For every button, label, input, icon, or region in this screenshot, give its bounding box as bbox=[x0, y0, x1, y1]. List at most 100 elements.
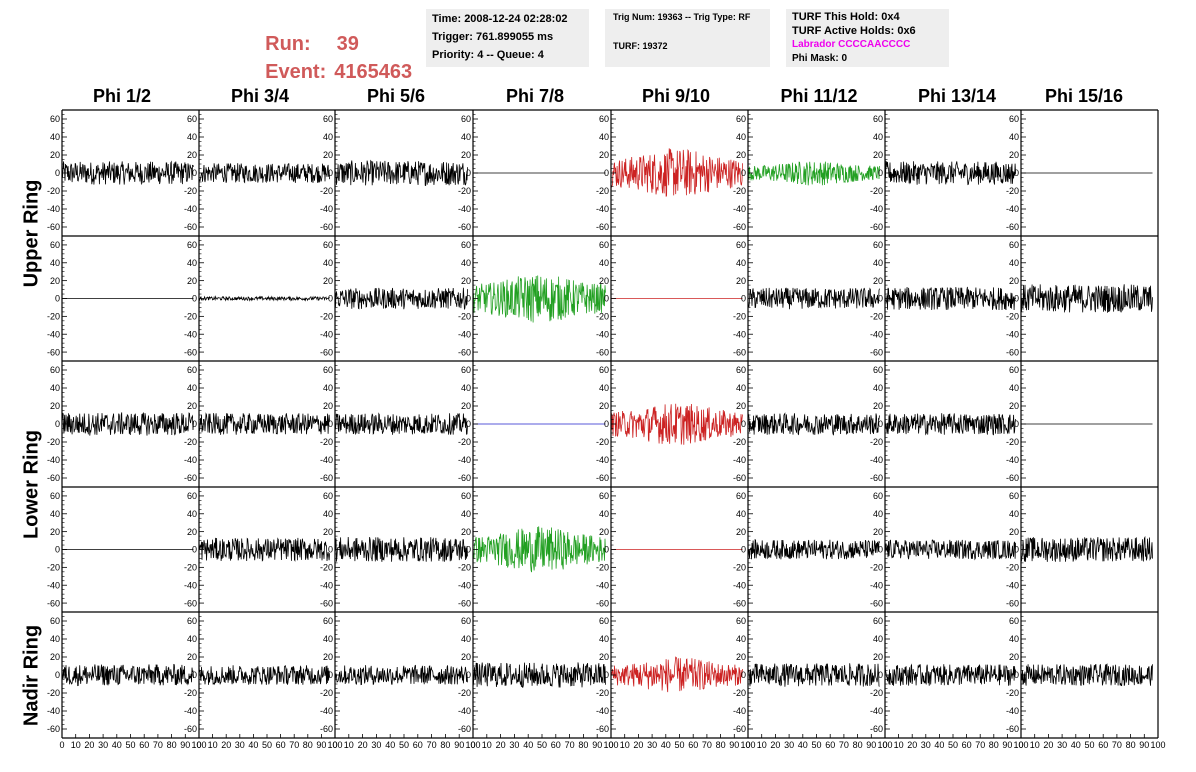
y-tick-label: -60 bbox=[1006, 724, 1019, 734]
y-tick-label: 0 bbox=[328, 545, 333, 555]
x-tick-label: 20 bbox=[907, 740, 917, 750]
y-tick-label: 40 bbox=[599, 383, 609, 393]
priority-text: Priority: 4 -- Queue: 4 bbox=[432, 49, 544, 61]
y-tick-label: 40 bbox=[323, 509, 333, 519]
y-tick-label: -20 bbox=[184, 186, 197, 196]
y-tick-label: 60 bbox=[736, 365, 746, 375]
x-tick-label: 60 bbox=[139, 740, 149, 750]
waveform-trace-r2-c4 bbox=[610, 403, 743, 445]
y-tick-label: -60 bbox=[458, 347, 471, 357]
waveform-trace-r0-c0 bbox=[61, 160, 194, 185]
y-tick-label: 60 bbox=[187, 616, 197, 626]
y-tick-label: 60 bbox=[50, 114, 60, 124]
y-tick-label: -20 bbox=[184, 312, 197, 322]
y-tick-label: 0 bbox=[466, 670, 471, 680]
x-tick-label: 0 bbox=[1018, 740, 1023, 750]
y-tick-label: -60 bbox=[870, 347, 883, 357]
column-header-phi-11-12: Phi 11/12 bbox=[780, 86, 858, 106]
y-tick-label: 40 bbox=[461, 509, 471, 519]
y-tick-label: -40 bbox=[458, 329, 471, 339]
y-tick-label: -60 bbox=[733, 222, 746, 232]
waveform-trace-r2-c5 bbox=[747, 412, 880, 436]
x-tick-label: 50 bbox=[125, 740, 135, 750]
y-tick-label: 20 bbox=[736, 276, 746, 286]
x-tick-label: 0 bbox=[745, 740, 750, 750]
y-tick-label: 20 bbox=[187, 652, 197, 662]
y-tick-label: 0 bbox=[604, 545, 609, 555]
x-tick-label: 70 bbox=[702, 740, 712, 750]
x-tick-label: 90 bbox=[454, 740, 464, 750]
waveform-trace-r1-c6 bbox=[884, 286, 1016, 311]
x-tick-label: 50 bbox=[399, 740, 409, 750]
y-tick-label: -40 bbox=[596, 580, 609, 590]
y-tick-label: 40 bbox=[187, 383, 197, 393]
y-tick-label: 40 bbox=[736, 634, 746, 644]
y-tick-label: -40 bbox=[184, 580, 197, 590]
x-tick-label: 100 bbox=[191, 740, 206, 750]
y-tick-label: -40 bbox=[870, 204, 883, 214]
y-tick-label: 20 bbox=[187, 401, 197, 411]
x-tick-label: 60 bbox=[551, 740, 561, 750]
y-tick-label: -20 bbox=[320, 312, 333, 322]
y-tick-label: 60 bbox=[599, 365, 609, 375]
y-tick-label: -60 bbox=[733, 473, 746, 483]
y-tick-label: 0 bbox=[741, 168, 746, 178]
x-tick-label: 70 bbox=[975, 740, 985, 750]
y-tick-label: -40 bbox=[320, 329, 333, 339]
y-tick-label: -40 bbox=[870, 455, 883, 465]
y-tick-label: 60 bbox=[1009, 616, 1019, 626]
waveform-trace-r4-c4 bbox=[610, 656, 743, 693]
x-tick-label: 70 bbox=[565, 740, 575, 750]
y-tick-label: 40 bbox=[1009, 258, 1019, 268]
y-tick-label: 40 bbox=[873, 634, 883, 644]
y-tick-label: 60 bbox=[599, 491, 609, 501]
y-tick-label: -60 bbox=[596, 598, 609, 608]
y-tick-label: -40 bbox=[47, 455, 60, 465]
y-tick-label: -40 bbox=[458, 580, 471, 590]
y-tick-label: 20 bbox=[599, 401, 609, 411]
y-tick-label: -40 bbox=[320, 204, 333, 214]
waveform-trace-r2-c1 bbox=[198, 412, 330, 435]
x-tick-label: 0 bbox=[196, 740, 201, 750]
trig-info-box: Trig Num: 19363 -- Trig Type: RF TURF: 1… bbox=[605, 9, 770, 67]
x-tick-label: 100 bbox=[877, 740, 892, 750]
x-tick-label: 90 bbox=[592, 740, 602, 750]
y-tick-label: -20 bbox=[184, 437, 197, 447]
y-tick-label: 0 bbox=[878, 670, 883, 680]
x-tick-label: 60 bbox=[825, 740, 835, 750]
y-tick-label: 0 bbox=[1014, 168, 1019, 178]
x-tick-label: 80 bbox=[989, 740, 999, 750]
x-tick-label: 20 bbox=[633, 740, 643, 750]
y-tick-label: -20 bbox=[320, 437, 333, 447]
y-tick-label: 0 bbox=[741, 419, 746, 429]
y-tick-label: -20 bbox=[870, 563, 883, 573]
y-tick-label: -60 bbox=[870, 222, 883, 232]
x-tick-label: 90 bbox=[1002, 740, 1012, 750]
waveform-trace-r4-c1 bbox=[198, 665, 330, 686]
y-tick-label: 60 bbox=[323, 491, 333, 501]
y-tick-label: -60 bbox=[47, 473, 60, 483]
y-tick-label: -60 bbox=[184, 222, 197, 232]
y-tick-label: -40 bbox=[1006, 455, 1019, 465]
y-tick-label: -40 bbox=[320, 455, 333, 465]
y-tick-label: -40 bbox=[320, 706, 333, 716]
y-tick-label: 0 bbox=[328, 670, 333, 680]
y-tick-label: -60 bbox=[733, 347, 746, 357]
y-tick-label: -40 bbox=[870, 706, 883, 716]
waveform-trace-r3-c7 bbox=[1020, 535, 1153, 562]
y-tick-label: -40 bbox=[596, 706, 609, 716]
waveform-trace-r2-c2 bbox=[334, 412, 468, 435]
y-tick-label: -20 bbox=[733, 437, 746, 447]
y-tick-label: 40 bbox=[1009, 132, 1019, 142]
y-tick-label: 60 bbox=[1009, 114, 1019, 124]
y-tick-label: 20 bbox=[461, 527, 471, 537]
x-tick-label: 30 bbox=[371, 740, 381, 750]
y-tick-label: 20 bbox=[1009, 527, 1019, 537]
x-tick-label: 90 bbox=[316, 740, 326, 750]
y-tick-label: -20 bbox=[320, 186, 333, 196]
y-tick-label: -20 bbox=[1006, 688, 1019, 698]
x-tick-label: 60 bbox=[1098, 740, 1108, 750]
column-header-phi-15-16: Phi 15/16 bbox=[1044, 86, 1124, 106]
x-tick-label: 100 bbox=[603, 740, 618, 750]
y-tick-label: -40 bbox=[47, 580, 60, 590]
